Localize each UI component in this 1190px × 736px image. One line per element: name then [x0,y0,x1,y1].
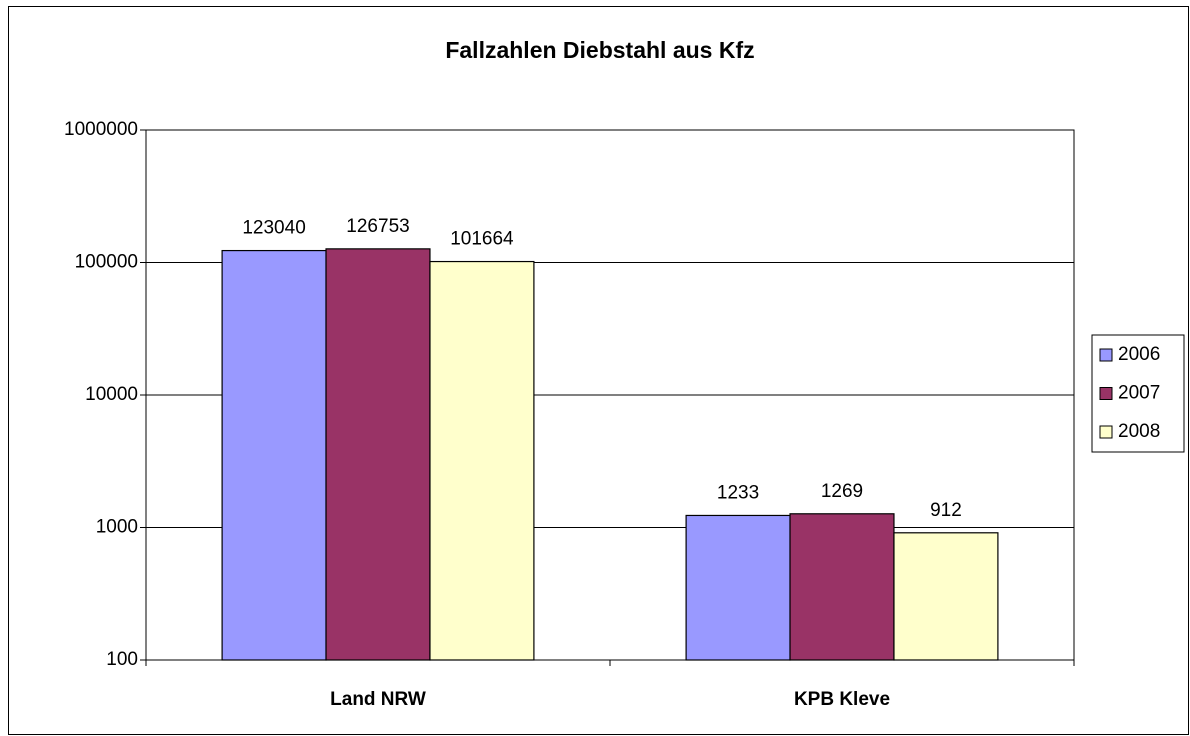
legend-swatch [1099,425,1113,439]
y-tick-label: 100 [106,649,138,670]
bar [893,532,999,661]
value-label: 126753 [346,216,409,237]
y-tick-label: 100000 [75,252,138,273]
value-label: 1233 [717,482,759,503]
legend-label: 2007 [1118,383,1160,404]
x-tick-label: Land NRW [330,689,426,710]
legend-swatch [1099,387,1113,400]
chart-title: Fallzahlen Diebstahl aus Kfz [445,37,754,63]
y-tick-label: 1000000 [64,119,138,140]
bar [789,513,895,661]
legend-label: 2006 [1118,344,1160,365]
legend-label: 2008 [1118,421,1160,442]
value-label: 1269 [821,481,863,502]
x-tick-label: KPB Kleve [794,689,890,710]
value-label: 912 [930,500,962,521]
y-tick-label: 1000 [96,517,138,538]
bar [685,514,791,661]
y-tick-label: 10000 [85,384,138,405]
bar [221,249,327,661]
value-label: 123040 [242,218,305,239]
value-label: 101664 [450,229,514,250]
bar [325,248,431,661]
bar [429,260,535,661]
legend-swatch [1099,348,1113,362]
